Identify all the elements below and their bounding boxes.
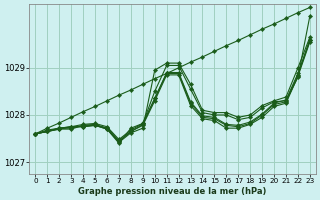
X-axis label: Graphe pression niveau de la mer (hPa): Graphe pression niveau de la mer (hPa): [78, 187, 267, 196]
